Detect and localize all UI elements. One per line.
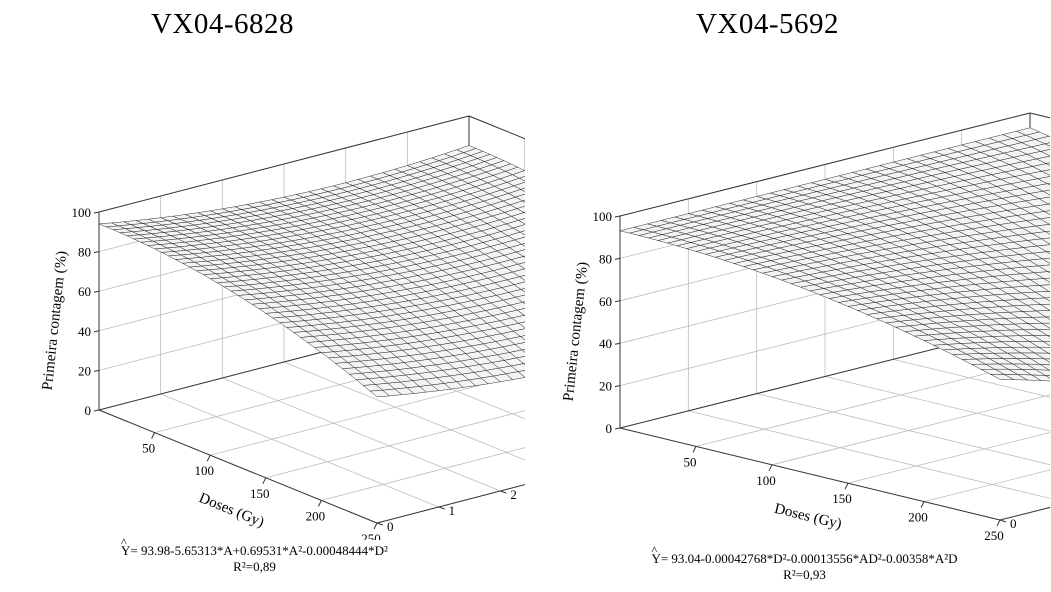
- y-tick-label: 1: [449, 503, 456, 518]
- grid-line: [847, 432, 1050, 484]
- z-tick-label: 100: [72, 205, 92, 220]
- axis-edge: [619, 427, 1001, 521]
- r-squared: R²=0,93: [783, 567, 826, 582]
- tick-mark: [373, 522, 378, 530]
- surface-cell: [619, 227, 644, 234]
- tick-mark: [614, 342, 621, 345]
- tick-mark: [614, 257, 621, 260]
- z-tick-label: 80: [599, 251, 612, 266]
- tick-mark: [376, 522, 384, 526]
- z-tick-label: 40: [599, 336, 612, 351]
- z-tick-label: 20: [78, 363, 91, 378]
- z-axis-label: Primeira contagem (%): [561, 261, 592, 402]
- chart-panel-vx04-5692: VX04-5692 020406080100501001502002500123…: [525, 0, 1050, 592]
- tick-mark: [93, 330, 100, 333]
- y-tick-label: 0: [387, 519, 394, 534]
- equation-text: = 93.98-5.65313*A+0.69531*A²-0.00048444*…: [130, 543, 388, 558]
- grid-line: [893, 358, 1050, 398]
- tick-mark: [999, 519, 1007, 523]
- tick-mark: [93, 369, 100, 372]
- tick-mark: [500, 490, 507, 494]
- tick-mark: [317, 500, 322, 507]
- x-tick-label: 200: [306, 508, 326, 523]
- x-tick-label: 150: [250, 486, 270, 501]
- tick-mark: [93, 211, 100, 214]
- tick-mark: [844, 482, 849, 490]
- surface-mesh: [619, 127, 1050, 382]
- regression-equation: Y= 93.04-0.00042768*D²-0.00013556*AD²-0.…: [542, 542, 1051, 583]
- x-tick-label: 200: [908, 510, 928, 525]
- grid-line: [824, 376, 1050, 432]
- tick-mark: [614, 427, 621, 430]
- grid-line: [688, 410, 1050, 499]
- chart-title: VX04-5692: [695, 8, 840, 40]
- surface-plot: 020406080100501001502002500123456Primeir…: [40, 115, 525, 540]
- axis-edge: [468, 115, 525, 140]
- tick-mark: [151, 432, 156, 439]
- regression-equation: Y= 93.98-5.65313*A+0.69531*A²-0.00048444…: [0, 534, 517, 575]
- tick-mark: [692, 446, 697, 453]
- z-tick-label: 0: [606, 421, 613, 436]
- grid-line: [160, 393, 439, 508]
- y-tick-label: 2: [510, 487, 517, 502]
- z-axis-label: Primeira contagem (%): [40, 250, 71, 391]
- tick-mark: [206, 454, 211, 462]
- x-tick-label: 250: [361, 531, 381, 540]
- x-tick-label: 50: [684, 454, 697, 469]
- tick-mark: [614, 215, 621, 218]
- tick-mark: [614, 300, 621, 303]
- z-tick-label: 100: [593, 209, 613, 224]
- axis-edge: [999, 506, 1050, 521]
- tick-mark: [996, 519, 1001, 527]
- x-tick-label: 50: [142, 441, 155, 456]
- tick-mark: [262, 477, 267, 485]
- grid-line: [999, 507, 1050, 521]
- surface-cell: [520, 187, 525, 192]
- x-tick-label: 100: [194, 463, 214, 478]
- surface-cell: [98, 222, 119, 228]
- grid-line: [222, 377, 501, 492]
- chart-title: VX04-6828: [150, 8, 295, 40]
- x-tick-label: 250: [984, 528, 1004, 543]
- axis-edge: [98, 409, 378, 524]
- z-tick-label: 60: [78, 284, 91, 299]
- z-tick-label: 60: [599, 294, 612, 309]
- axis-edge: [98, 115, 470, 213]
- z-tick-label: 80: [78, 245, 91, 260]
- tick-mark: [93, 251, 100, 254]
- tick-mark: [768, 464, 773, 472]
- axis-edge: [619, 112, 1031, 217]
- tick-mark: [438, 506, 445, 510]
- tick-mark: [93, 290, 100, 293]
- grid-line: [283, 361, 525, 461]
- grid-line: [756, 393, 1050, 466]
- surface-mesh: [98, 145, 525, 398]
- y-tick-label: 0: [1010, 516, 1017, 531]
- equation-text: = 93.04-0.00042768*D²-0.00013556*AD²-0.0…: [660, 551, 958, 566]
- tick-mark: [93, 409, 100, 412]
- z-tick-label: 40: [78, 324, 91, 339]
- z-tick-label: 0: [85, 403, 92, 418]
- grid-line: [265, 410, 525, 479]
- x-tick-label: 100: [756, 473, 776, 488]
- z-tick-label: 20: [599, 379, 612, 394]
- surface-plot: 020406080100501001502002500123456Primeir…: [561, 112, 1050, 543]
- chart-panel-vx04-6828: VX04-6828 020406080100501001502002500123…: [0, 0, 525, 592]
- tick-mark: [920, 501, 925, 508]
- grid-line: [923, 469, 1050, 502]
- x-tick-label: 150: [832, 491, 852, 506]
- tick-mark: [614, 385, 621, 388]
- equation-symbol: Y: [121, 534, 130, 559]
- equation-symbol: Y: [651, 542, 660, 567]
- r-squared: R²=0,89: [233, 559, 276, 574]
